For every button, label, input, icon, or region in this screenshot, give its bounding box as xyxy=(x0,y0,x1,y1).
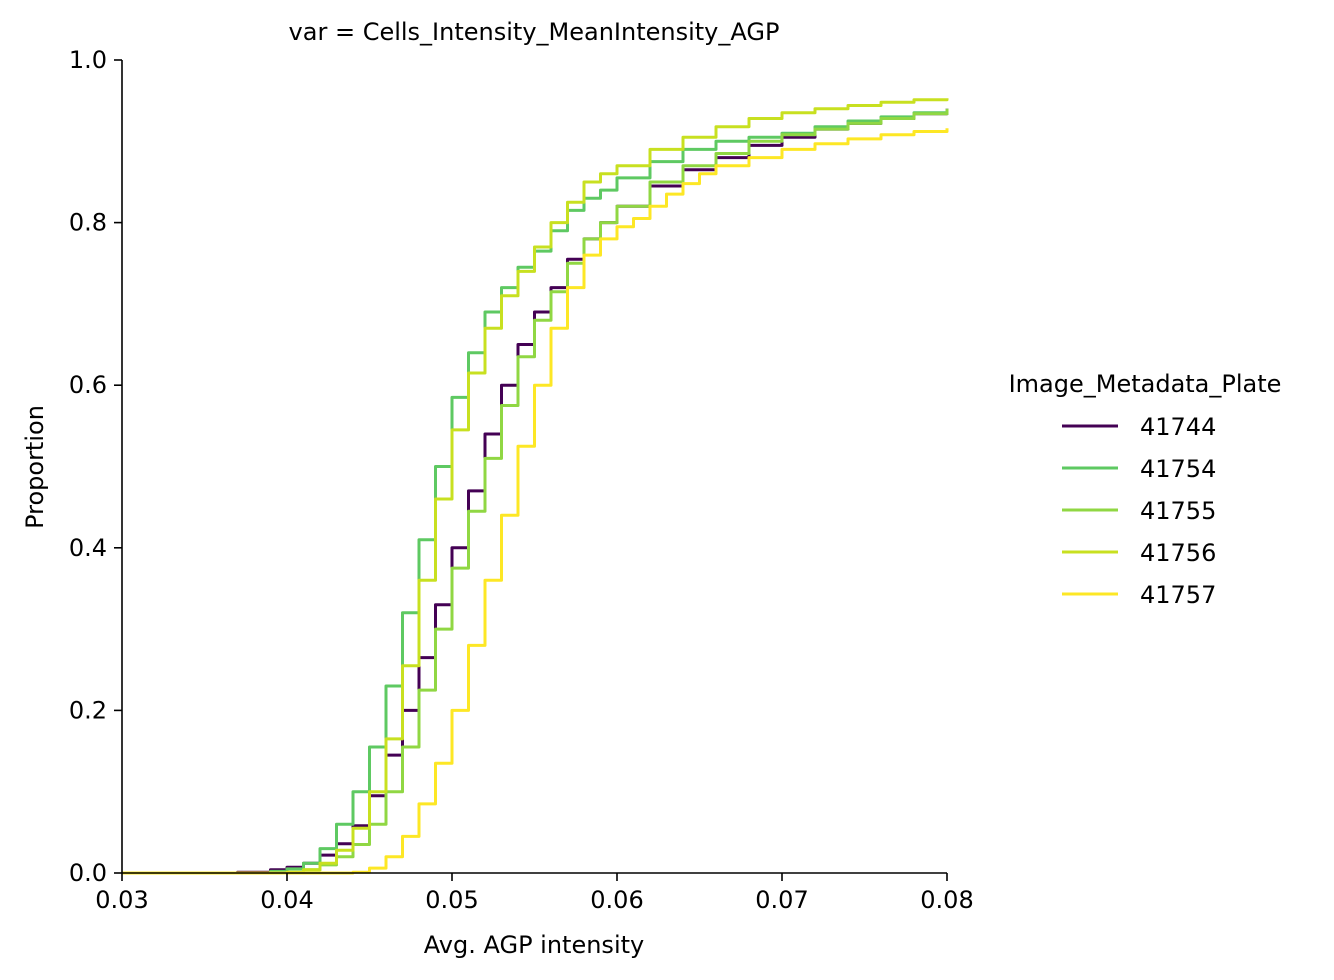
x-tick-label: 0.05 xyxy=(425,886,478,914)
legend-label: 41744 xyxy=(1140,413,1216,441)
x-tick-label: 0.06 xyxy=(590,886,643,914)
chart-title: var = Cells_Intensity_MeanIntensity_AGP xyxy=(289,18,780,46)
x-tick-label: 0.04 xyxy=(260,886,313,914)
y-axis-ticks: 0.0 0.2 0.4 0.6 0.8 1.0 xyxy=(69,46,122,887)
x-tick-label: 0.07 xyxy=(755,886,808,914)
legend-label: 41754 xyxy=(1140,455,1216,483)
y-tick-label: 1.0 xyxy=(69,46,107,74)
legend-label: 41755 xyxy=(1140,497,1216,525)
y-axis-label: Proportion xyxy=(21,405,49,529)
y-tick-label: 0.6 xyxy=(69,371,107,399)
series-line-41757 xyxy=(122,128,949,875)
legend-items: 41744 41754 41755 41756 41757 xyxy=(1062,413,1216,609)
x-tick-label: 0.08 xyxy=(920,886,973,914)
y-tick-label: 0.2 xyxy=(69,696,107,724)
x-axis-ticks: 0.03 0.04 0.05 0.06 0.07 0.08 xyxy=(95,873,974,914)
legend-label: 41756 xyxy=(1140,539,1216,567)
series-line-41756 xyxy=(122,98,949,875)
y-tick-label: 0.8 xyxy=(69,209,107,237)
y-tick-label: 0.4 xyxy=(69,534,107,562)
series-line-41755 xyxy=(122,108,949,875)
x-tick-label: 0.03 xyxy=(95,886,148,914)
series-lines xyxy=(122,98,949,875)
x-axis-label: Avg. AGP intensity xyxy=(424,931,644,959)
plot-area xyxy=(122,98,949,875)
legend: Image_Metadata_Plate 41744 41754 41755 4175… xyxy=(1009,370,1282,609)
legend-label: 41757 xyxy=(1140,581,1216,609)
legend-title: Image_Metadata_Plate xyxy=(1009,370,1282,398)
y-tick-label: 0.0 xyxy=(69,859,107,887)
